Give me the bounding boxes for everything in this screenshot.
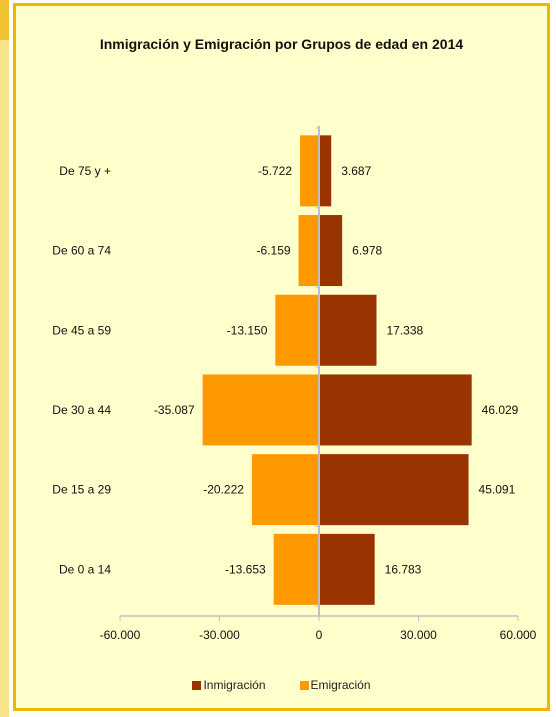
- category-label: De 45 a 59: [52, 323, 111, 337]
- data-label-immigration: 16.783: [385, 562, 422, 576]
- bar-immigration: [319, 454, 469, 526]
- chart-plot: De 75 y + -5.722 3.687 De 60 a 74 -6.159 6.97…: [52, 126, 537, 642]
- data-label-immigration: 46.029: [482, 403, 519, 417]
- chart-frame: Inmigración y Emigración por Grupos de e…: [13, 3, 550, 711]
- data-label-emigration: -6.159: [257, 244, 291, 258]
- legend-item-emigration: Emigración: [299, 678, 371, 692]
- data-label-emigration: -13.150: [227, 323, 268, 337]
- bar-immigration: [319, 135, 332, 207]
- data-label-immigration: 45.091: [479, 483, 516, 497]
- legend-label-emigration: Emigración: [310, 678, 371, 692]
- bar-emigration: [273, 533, 319, 605]
- chart-title-text: Inmigración y Emigración por Grupos de e…: [99, 36, 464, 52]
- bar-immigration: [319, 374, 472, 446]
- x-tick-label: -60.000: [100, 628, 141, 642]
- left-band-fill: [0, 0, 9, 717]
- legend-item-immigration: Inmigración: [192, 678, 266, 692]
- left-tab-marker: [0, 0, 9, 40]
- x-tick-label: 0: [316, 628, 323, 642]
- bar-immigration: [319, 294, 377, 366]
- data-label-emigration: -20.222: [203, 483, 244, 497]
- chart-title: Inmigración y Emigración por Grupos de e…: [16, 36, 547, 53]
- category-label: De 15 a 29: [52, 483, 111, 497]
- legend: Inmigración Emigración: [16, 678, 547, 692]
- bar-emigration: [275, 294, 319, 366]
- data-label-immigration: 6.978: [352, 244, 382, 258]
- legend-swatch-emigration: [299, 680, 309, 690]
- category-label: De 60 a 74: [52, 244, 111, 258]
- x-tick-label: 60.000: [500, 628, 537, 642]
- left-margin-band: [0, 0, 17, 717]
- bar-emigration: [202, 374, 319, 446]
- bar-immigration: [319, 533, 375, 605]
- data-label-emigration: -13.653: [225, 562, 266, 576]
- legend-label-immigration: Inmigración: [203, 678, 266, 692]
- bar-emigration: [298, 215, 319, 287]
- data-label-immigration: 17.338: [387, 323, 424, 337]
- bar-emigration: [251, 454, 319, 526]
- category-label: De 0 a 14: [59, 562, 111, 576]
- data-label-emigration: -5.722: [258, 164, 292, 178]
- bar-immigration: [319, 215, 343, 287]
- category-label: De 75 y +: [59, 164, 111, 178]
- x-tick-label: 30.000: [400, 628, 437, 642]
- category-label: De 30 a 44: [52, 403, 111, 417]
- data-label-emigration: -35.087: [154, 403, 195, 417]
- x-tick-label: -30.000: [199, 628, 240, 642]
- bar-emigration: [300, 135, 319, 207]
- data-label-immigration: 3.687: [341, 164, 371, 178]
- legend-swatch-immigration: [192, 680, 202, 690]
